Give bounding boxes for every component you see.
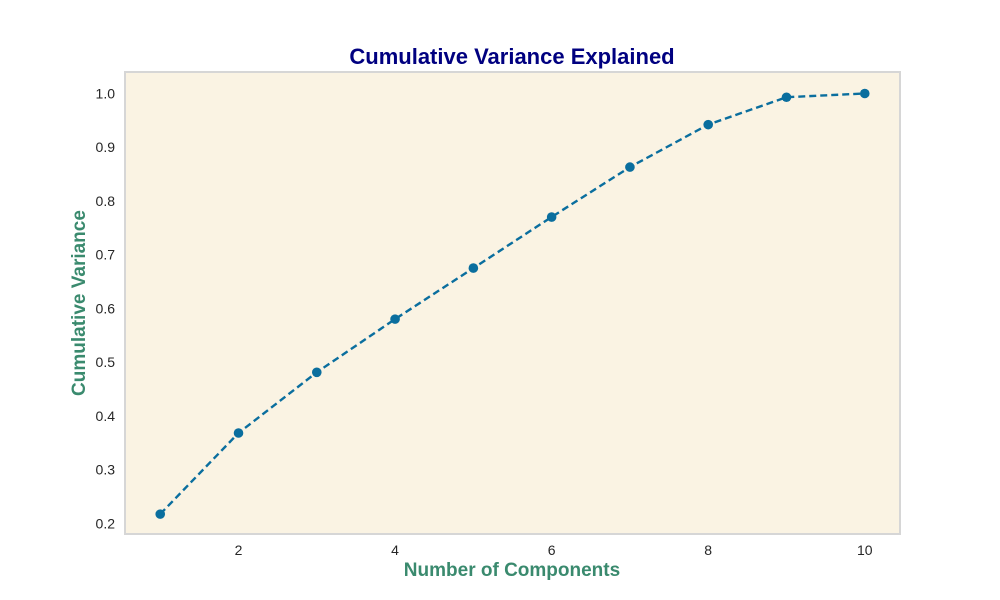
x-axis-ticks: 2 4 6 8 10 xyxy=(235,542,873,558)
y-tick-label: 0.2 xyxy=(96,515,116,531)
x-axis-label: Number of Components xyxy=(404,560,620,581)
cumulative-variance-points xyxy=(155,88,870,519)
x-tick-label: 6 xyxy=(548,542,556,558)
plot-area xyxy=(124,71,901,535)
data-point xyxy=(468,263,479,273)
data-point xyxy=(390,314,400,324)
x-tick-label: 4 xyxy=(391,542,399,558)
y-axis-ticks: 0.2 0.3 0.4 0.5 0.6 0.7 0.8 0.9 1.0 xyxy=(96,85,116,531)
data-point xyxy=(546,212,557,222)
cumulative-variance-line xyxy=(159,92,865,515)
y-tick-label: 0.8 xyxy=(96,193,116,209)
y-tick-label: 0.4 xyxy=(96,408,116,424)
data-point xyxy=(311,367,322,378)
data-point xyxy=(233,428,244,438)
y-tick-label: 0.7 xyxy=(96,247,116,263)
x-tick-label: 10 xyxy=(857,542,873,558)
x-tick-label: 2 xyxy=(235,542,243,558)
x-tick-label: 8 xyxy=(704,542,712,558)
y-tick-label: 0.3 xyxy=(96,462,116,478)
data-point xyxy=(703,119,714,130)
y-tick-label: 0.6 xyxy=(96,300,116,316)
y-tick-label: 1.0 xyxy=(96,85,116,101)
data-point xyxy=(781,92,792,103)
chart-title: Cumulative Variance Explained xyxy=(349,44,674,69)
y-tick-label: 0.5 xyxy=(96,354,116,370)
data-point xyxy=(155,509,166,519)
data-point xyxy=(625,162,635,172)
y-axis-label: Cumulative Variance xyxy=(69,210,90,396)
data-point xyxy=(859,88,870,99)
y-tick-label: 0.9 xyxy=(96,139,116,155)
